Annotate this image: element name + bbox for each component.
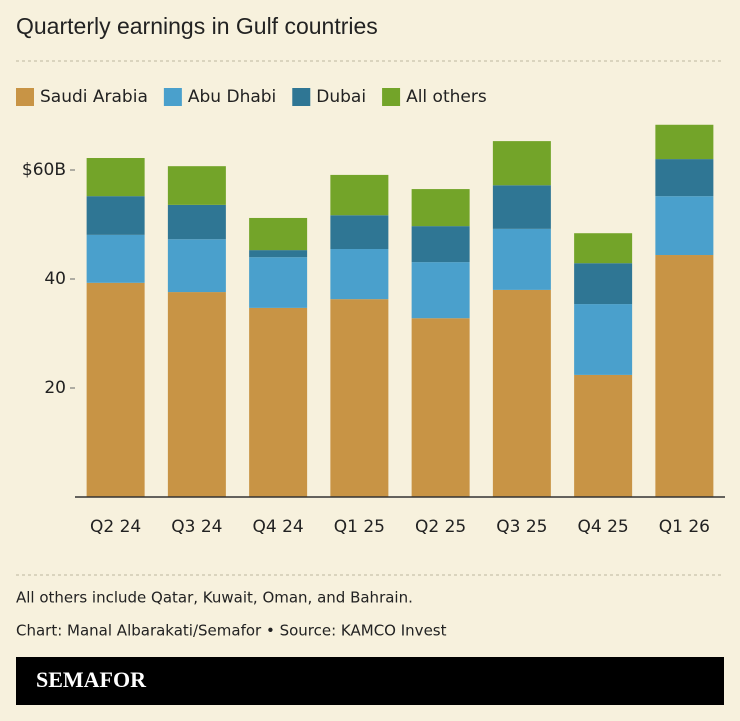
bar-segment	[330, 174, 389, 216]
bar-segment	[86, 196, 145, 235]
bar-segment	[86, 282, 145, 497]
bar-segment	[411, 318, 470, 497]
bar-segment	[574, 263, 633, 305]
x-tick-label: Q4 24	[253, 517, 304, 537]
x-tick-label: Q1 26	[659, 517, 710, 537]
bar-segment	[330, 249, 389, 300]
bar-segment	[167, 292, 226, 497]
bar-segment	[655, 124, 714, 160]
bar-segment	[249, 217, 308, 251]
legend-label: Dubai	[316, 87, 366, 107]
bar-segment	[411, 226, 470, 263]
legend-label: Abu Dhabi	[188, 87, 276, 107]
legend-swatch	[16, 88, 34, 106]
bar-segment	[411, 262, 470, 319]
brand: SEMAFOR	[36, 667, 147, 692]
chart-title: Quarterly earnings in Gulf countries	[16, 13, 378, 39]
bar-segment	[249, 250, 308, 258]
bar-segment	[167, 204, 226, 240]
bar-segment	[492, 228, 551, 290]
bar-segment	[167, 166, 226, 205]
footer-bar	[16, 657, 724, 705]
bar-segment	[492, 185, 551, 229]
legend-label: All others	[406, 87, 487, 107]
x-tick-label: Q2 25	[415, 517, 466, 537]
y-tick-label: $60B	[22, 160, 66, 180]
credit: Chart: Manal Albarakati/Semafor • Source…	[16, 622, 447, 640]
bar-segment	[330, 299, 389, 497]
bar-segment	[492, 289, 551, 497]
x-tick-label: Q3 25	[496, 517, 547, 537]
x-tick-label: Q4 25	[578, 517, 629, 537]
legend-swatch	[163, 88, 182, 106]
y-tick-label: 40	[44, 269, 66, 289]
bar-segment	[655, 159, 714, 197]
bar-segment	[574, 233, 633, 264]
x-tick-label: Q1 25	[334, 517, 385, 537]
bar-segment	[167, 239, 226, 293]
y-tick-label: 20	[44, 378, 66, 398]
bar-segment	[655, 196, 714, 256]
bar-segment	[655, 255, 714, 497]
bar-segment	[492, 141, 551, 186]
bar-segment	[86, 158, 145, 197]
bar-segment	[86, 234, 145, 283]
legend-swatch	[292, 88, 311, 106]
bar-segment	[574, 374, 633, 497]
x-tick-label: Q2 24	[90, 517, 141, 537]
bar-segment	[330, 215, 389, 250]
bar-segment	[574, 304, 633, 375]
bar-segment	[249, 307, 308, 497]
legend-swatch	[382, 88, 401, 106]
legend-label: Saudi Arabia	[40, 87, 148, 107]
bar-segment	[411, 189, 470, 227]
bar-segment	[249, 257, 308, 308]
x-tick-label: Q3 24	[171, 517, 222, 537]
note: All others include Qatar, Kuwait, Oman, …	[16, 589, 413, 607]
